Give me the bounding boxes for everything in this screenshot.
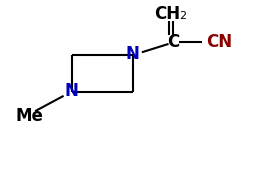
Text: 2: 2 bbox=[178, 11, 185, 20]
Text: N: N bbox=[125, 45, 139, 63]
Text: N: N bbox=[65, 82, 78, 100]
Text: Me: Me bbox=[16, 107, 44, 125]
Text: CH: CH bbox=[153, 5, 179, 23]
Text: CN: CN bbox=[205, 33, 231, 51]
Text: C: C bbox=[166, 33, 179, 51]
